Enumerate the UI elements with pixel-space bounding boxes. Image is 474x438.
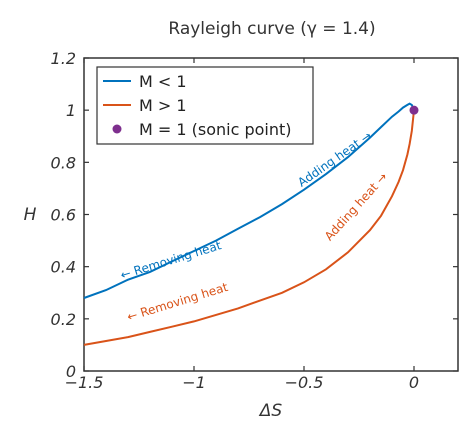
x-tick-label: −1.5 <box>65 373 104 392</box>
x-axis-label: ΔS <box>258 401 283 421</box>
sonic-point-marker <box>409 105 419 115</box>
curve-annotation: ← Removing heat <box>125 280 229 324</box>
y-tick-label: 1 <box>66 101 76 120</box>
axis-ticks: −1.5 −1 −0.5 0 0 0.2 0.4 0.6 0.8 1 1.2 <box>51 49 458 392</box>
legend-entry-label: M < 1 <box>139 72 187 91</box>
y-tick-label: 0.4 <box>51 258 76 277</box>
y-tick-label: 0 <box>66 362 76 381</box>
legend: M < 1 M > 1 M = 1 (sonic point) <box>96 66 314 145</box>
curve-annotation: ← Removing heat <box>119 238 223 282</box>
chart-title: Rayleigh curve (γ = 1.4) <box>168 19 375 39</box>
y-tick-label: 0.2 <box>51 310 76 329</box>
y-tick-label: 0.8 <box>51 153 76 172</box>
series-group <box>83 102 419 346</box>
y-axis-label: H <box>24 205 37 225</box>
y-tick-label: 1.2 <box>51 49 76 68</box>
y-tick-label: 0.6 <box>51 206 76 225</box>
curve-annotation: Adding heat → <box>322 170 390 244</box>
x-tick-label: 0 <box>409 373 419 392</box>
x-tick-label: −1 <box>182 373 206 392</box>
legend-marker-sonic <box>112 124 122 134</box>
series-line-supersonic <box>83 110 415 346</box>
legend-box <box>96 66 314 145</box>
legend-entry-label: M > 1 <box>139 96 187 115</box>
series-line-subsonic <box>83 102 415 299</box>
legend-entry-label: M = 1 (sonic point) <box>139 120 292 139</box>
x-tick-label: −0.5 <box>285 373 324 392</box>
